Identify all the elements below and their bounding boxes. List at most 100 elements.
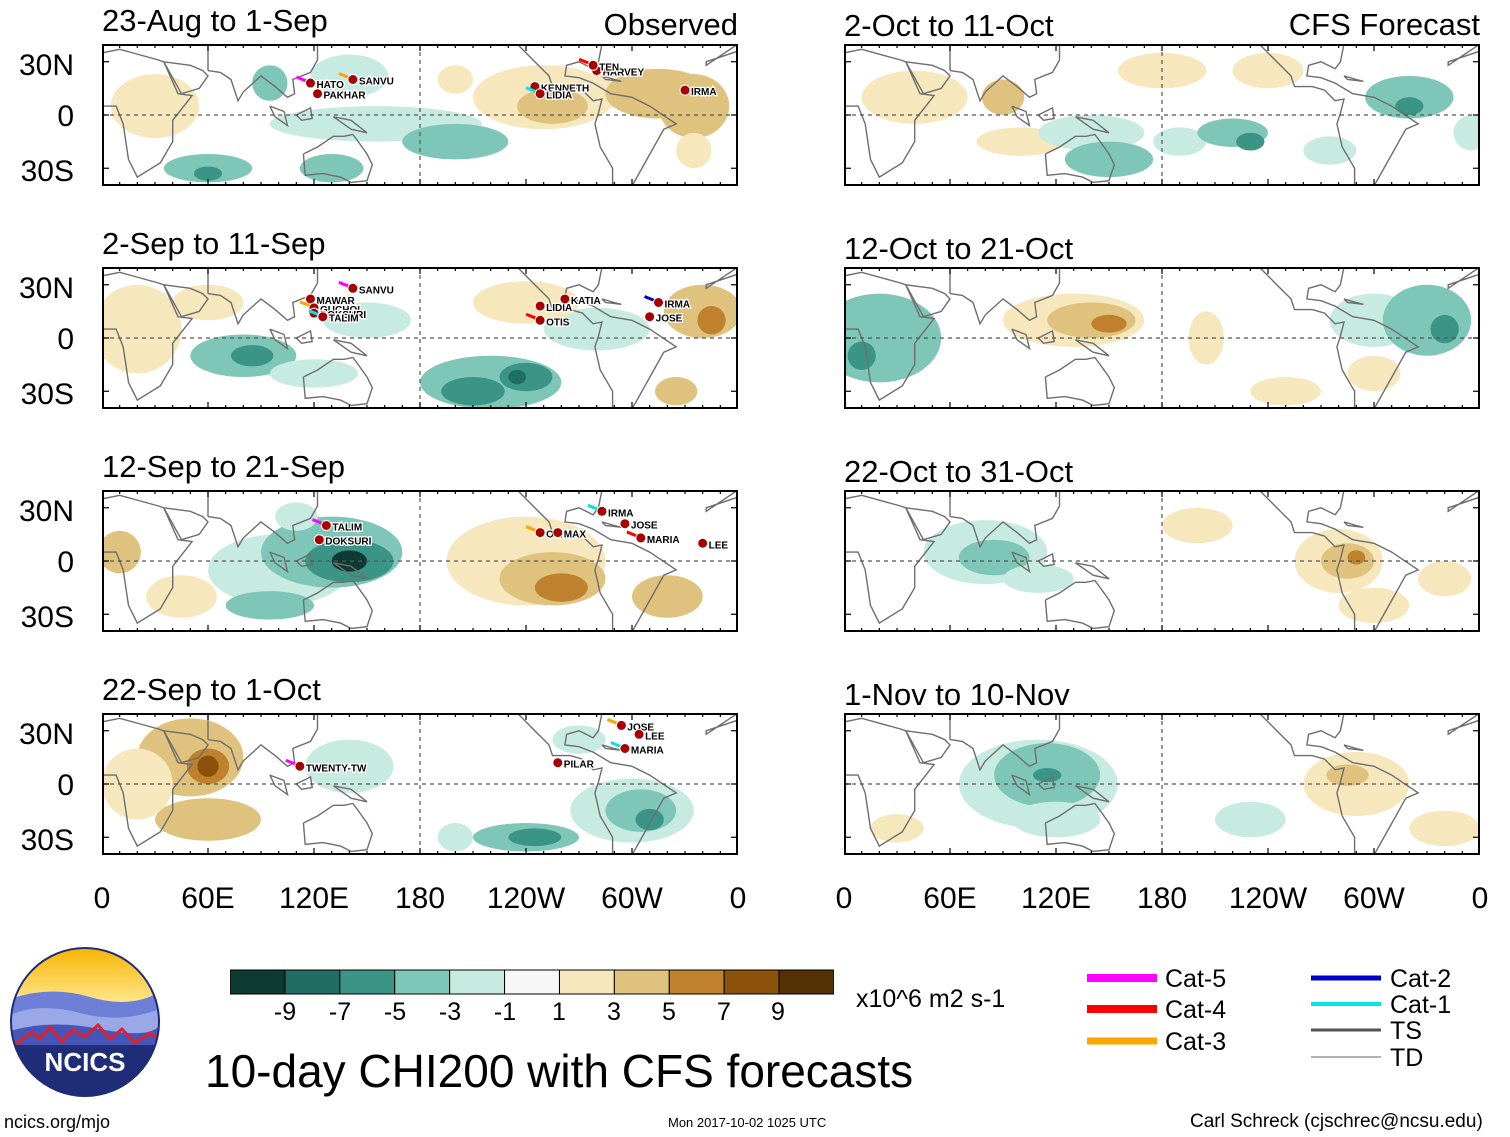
x-tick-label: 180 [1136,882,1188,915]
colorbar-segment [668,969,725,995]
anomaly-contour [508,828,562,847]
continent-outline [844,717,936,848]
y-tick-30n: 30N [18,495,74,528]
panel-title-forecast-4: 1-Nov to 10-Nov [844,677,1070,712]
legend-label-cat1: Cat-1 [1390,991,1452,1019]
continent-outline [1258,490,1420,632]
anomaly-contour [1418,561,1472,597]
anomaly-contour [402,123,509,160]
map-panel-observed-3: TALIMDOKSURIOTISMAXIRMAJOSEMARIALEE [102,490,738,632]
continent-outline [207,490,319,549]
storm-marker [653,297,664,308]
y-tick-0: 0 [57,323,74,356]
legend-label-ts: TS [1390,1017,1422,1045]
y-tick-30s: 30S [20,601,74,634]
anomaly-contour [155,798,261,841]
continent-outline [949,713,1061,772]
anomaly-contour [870,814,924,843]
anomaly-contour [437,65,474,94]
anomaly-contour [322,302,412,338]
panel-title-observed-4: 22-Sep to 1-Oct [102,672,321,707]
anomaly-contour [499,362,553,392]
anomaly-contour [958,539,1030,576]
y-tick-30s: 30S [20,378,74,411]
anomaly-contour [1347,355,1401,392]
anomaly-contour [1215,801,1286,838]
storm-label: LIDIA [546,91,572,102]
continent-outline [295,106,314,122]
colorbar-units: x10^6 m2 s-1 [856,985,1006,1013]
logo-text: NCICS [45,1047,126,1077]
continent-outline [269,328,289,351]
storm-marker [619,518,631,530]
observed-column-title: Observed [603,7,738,42]
anomaly-contour [473,281,579,324]
storm-label: HARVEY [603,68,645,79]
anomaly-contour [299,154,364,183]
colorbar-segment [558,969,615,995]
anomaly-contour [197,755,219,777]
continent-outline [1044,356,1116,407]
colorbar-label: -7 [328,998,352,1026]
continent-outline [1011,774,1031,797]
storm-label: IRMA [691,87,717,98]
x-tick-label: 120W [1228,882,1308,915]
continent-outline [1447,490,1480,513]
y-tick-30n: 30N [18,718,74,751]
anomaly-contour [635,808,664,831]
anomaly-contour [441,377,505,406]
continent-outline [1447,713,1480,736]
y-tick-30s: 30S [20,824,74,857]
colorbar-segment [284,969,341,995]
anomaly-contour [331,550,367,572]
storm-marker [313,534,325,546]
colorbar [230,969,834,995]
storm-marker [615,719,627,731]
storm-label: KENNETH [541,84,589,95]
footer-url[interactable]: ncics.org/mjo [4,1112,111,1132]
storm-marker [320,520,332,531]
colorbar-label: 9 [771,998,785,1026]
colorbar-label: 7 [717,998,731,1026]
anomaly-contour [1011,801,1101,838]
continent-outline [949,44,1061,103]
continent-outline [1074,562,1110,580]
continent-outline [295,552,314,568]
continent-outline [705,490,738,513]
storm-layer: TALIMDOKSURIOTISMAXIRMAJOSEMARIALEE [311,503,730,553]
ncics-logo: NCICS [10,947,160,1097]
storm-label: IRMA [608,508,634,519]
y-tick-0: 0 [57,100,74,133]
storm-label: TWENTY-TW [306,763,367,774]
x-tick-label: 0 [1471,882,1489,915]
colorbar-label: -1 [493,998,517,1026]
continent-outline [295,775,314,791]
continent-outline [1037,552,1056,568]
anomaly-field [923,507,1472,624]
storm-label: KATIA [571,296,601,307]
map-panel-forecast-2 [844,267,1480,409]
x-tick-label: 180 [394,882,446,915]
colorbar-segment [723,969,780,995]
continent-outline [163,284,209,318]
storm-marker [559,293,571,305]
anomaly-contour [305,739,394,793]
storm-label: PAKHAR [324,91,367,102]
storm-marker [534,527,546,539]
anomaly-contour [1003,564,1074,593]
footer-timestamp: Mon 2017-10-02 1025 UTC [668,1115,827,1130]
storm-marker [534,88,546,100]
continent-outline [1447,267,1480,290]
y-tick-0: 0 [57,769,74,802]
storm-label: JOSE [631,521,658,532]
legend-label-cat5: Cat-5 [1165,965,1227,993]
anomaly-contour [861,70,968,124]
anomaly-contour [1033,768,1062,783]
continent-outline [949,490,1061,549]
anomaly-contour [981,79,1025,115]
storm-label: PILAR [564,760,595,771]
colorbar-label: 5 [662,998,676,1026]
storm-marker [317,311,329,323]
storm-marker [534,314,546,326]
continent-outline [905,284,951,318]
